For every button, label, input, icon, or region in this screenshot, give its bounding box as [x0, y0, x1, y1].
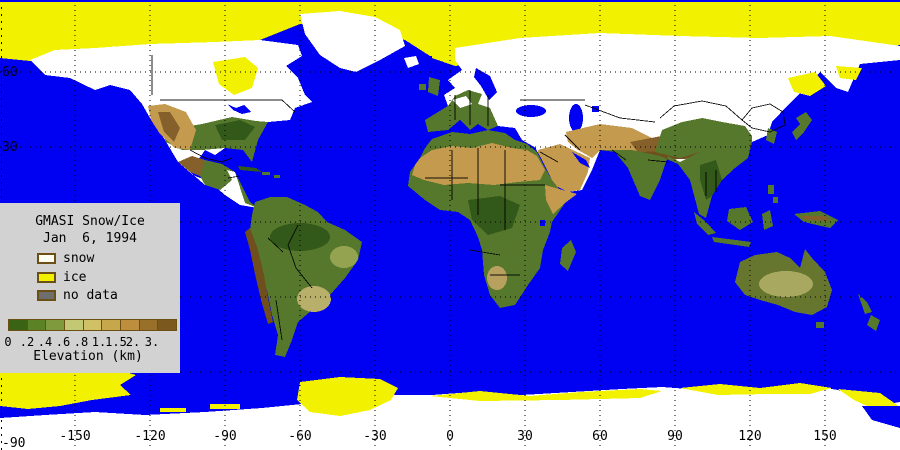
greenland — [300, 11, 419, 72]
black-sea — [516, 105, 546, 117]
borneo — [727, 207, 753, 230]
elevation-tick-labels: 0 .2.4.6.8 1. 1.5 2. 3. — [0, 335, 180, 349]
elevation-seg-2 — [46, 320, 65, 330]
java — [712, 237, 751, 247]
elevation-seg-7 — [139, 320, 158, 330]
elevation-seg-1 — [27, 320, 46, 330]
lon-label-60: 60 — [592, 429, 608, 444]
south-america — [245, 197, 362, 357]
lon-label--120: -120 — [134, 429, 166, 444]
philippines — [768, 185, 774, 194]
elevation-tick-8: 3. — [144, 335, 160, 349]
nodata-swatch — [37, 290, 56, 301]
elevation-seg-0 — [9, 320, 27, 330]
lake-victoria — [540, 220, 545, 226]
lon-label-120: 120 — [738, 429, 762, 444]
sulawesi — [762, 210, 773, 230]
africa — [408, 130, 577, 308]
madagascar — [560, 240, 576, 271]
sahara — [412, 143, 545, 185]
hudson-bay-ice — [213, 57, 258, 95]
lon-label--90: -90 — [213, 429, 237, 444]
persian-gulf — [572, 152, 590, 168]
snow-label: snow — [63, 251, 95, 266]
lon-label-150: 150 — [813, 429, 837, 444]
ice-swatch — [37, 272, 56, 283]
ice-label: ice — [63, 270, 87, 285]
lat-label-60: 60 — [2, 65, 18, 80]
new-zealand-north — [858, 294, 872, 314]
lon-label-0: 0 — [446, 429, 454, 444]
elevation-tick-2: .4 — [37, 335, 53, 349]
baltic-sea — [474, 68, 497, 100]
elevation-caption: Elevation (km) — [33, 349, 143, 364]
elevation-tick-6: 1.5 — [105, 335, 127, 349]
kalahari — [487, 266, 507, 290]
elevation-seg-4 — [83, 320, 102, 330]
snow-swatch — [37, 253, 56, 264]
lat-label--90: -90 — [2, 436, 26, 450]
oceania — [694, 185, 880, 331]
horn-of-africa — [545, 185, 577, 214]
great-lakes — [227, 104, 251, 114]
lon-label-90: 90 — [667, 429, 683, 444]
nodata-label: no data — [63, 288, 118, 303]
lat-label-30: 30 — [2, 140, 18, 155]
new-zealand-south — [867, 315, 880, 331]
andes — [245, 228, 273, 324]
elevation-tick-7: 2. — [125, 335, 141, 349]
lon-label-30: 30 — [517, 429, 533, 444]
elevation-seg-3 — [65, 320, 83, 330]
elevation-tick-1: .2 — [19, 335, 35, 349]
legend-date: Jan 6, 1994 — [43, 231, 137, 246]
japan — [792, 112, 812, 140]
legend-title: GMASI Snow/Ice — [35, 214, 145, 229]
north-america — [30, 40, 312, 208]
antarctica — [0, 360, 900, 450]
elevation-seg-6 — [121, 320, 139, 330]
lon-label--30: -30 — [363, 429, 387, 444]
elevation-seg-5 — [102, 320, 121, 330]
british-isles — [428, 77, 440, 96]
elevation-colorbar — [8, 319, 177, 331]
elevation-seg-8 — [158, 320, 177, 330]
lon-label--60: -60 — [288, 429, 312, 444]
legend-panel: GMASI Snow/Ice Jan 6, 1994 snow ice no d… — [0, 203, 180, 373]
sumatra — [694, 212, 716, 235]
elevation-tick-5: 1. — [91, 335, 107, 349]
country-borders — [151, 55, 786, 341]
elevation-tick-4: .8 — [73, 335, 89, 349]
lon-label--150: -150 — [59, 429, 91, 444]
tasmania — [816, 322, 824, 328]
elevation-tick-3: .6 — [55, 335, 71, 349]
elevation-tick-0: 0 — [4, 335, 12, 349]
iceland — [404, 56, 419, 68]
top-frame-line — [0, 0, 900, 2]
caspian-sea — [569, 104, 583, 132]
